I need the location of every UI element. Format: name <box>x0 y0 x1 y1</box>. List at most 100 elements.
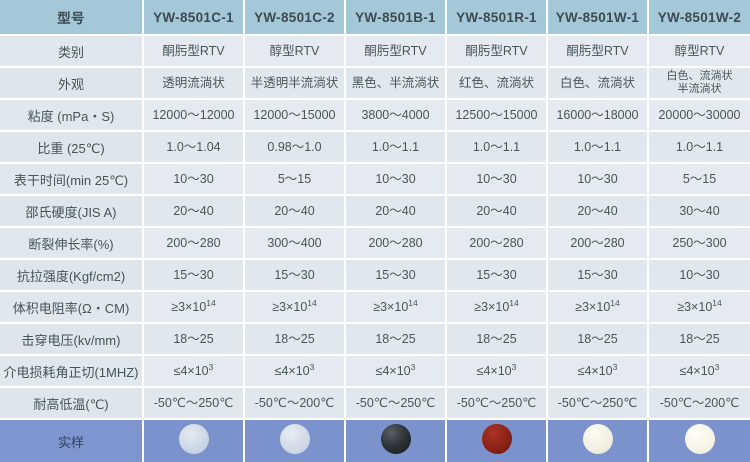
cell-value-exponent: 3 <box>511 361 517 372</box>
cell-value: 15～30 <box>346 260 447 292</box>
cell-value-text: ≤4×10 <box>476 363 512 378</box>
sample-swatch-transparent <box>178 423 209 454</box>
row-label: 抗拉强度(Kgf/cm2) <box>0 260 144 292</box>
cell-value: 15～30 <box>447 260 548 292</box>
cell-value-text: 300～400 <box>267 235 322 250</box>
cell-value-text: 10～30 <box>173 171 214 186</box>
cell-value: ≤4×103 <box>245 356 346 388</box>
header-row: 型号 YW-8501C-1 YW-8501C-2 YW-8501B-1 YW-8… <box>0 0 750 36</box>
cell-value-text: ≤4×10 <box>274 363 310 378</box>
sample-cell-2 <box>245 420 346 462</box>
cell-value: ≥3×1014 <box>649 292 750 324</box>
cell-value-text: 20～40 <box>173 203 214 218</box>
cell-value: 红色、流淌状 <box>447 68 548 100</box>
cell-value: -50℃～250℃ <box>548 388 649 420</box>
header-model-3: YW-8501B-1 <box>346 0 447 36</box>
cell-value-text: 1.0～1.04 <box>166 139 221 154</box>
table-row: 介电损耗角正切(1MHZ) ≤4×103 ≤4×103 ≤4×103 ≤4×103 ≤4×… <box>0 356 750 388</box>
cell-value-text: 200～280 <box>570 235 625 250</box>
cell-value: 酮肟型RTV <box>144 36 245 68</box>
cell-value: ≥3×1014 <box>144 292 245 324</box>
cell-value: ≤4×103 <box>144 356 245 388</box>
cell-value-text: -50℃～250℃ <box>557 395 638 410</box>
cell-value-exponent: 14 <box>206 297 216 308</box>
cell-value-exponent: 14 <box>610 297 620 308</box>
cell-value-text: ≥3×10 <box>575 299 611 314</box>
table-row: 体积电阻率(Ω・CM) ≥3×1014 ≥3×1014 ≥3×1014 ≥3×1014 ≥… <box>0 292 750 324</box>
cell-value: ≤4×103 <box>649 356 750 388</box>
cell-value: 15～30 <box>144 260 245 292</box>
cell-value-text: 200～280 <box>166 235 221 250</box>
cell-value-text: 200～280 <box>469 235 524 250</box>
row-label: 外观 <box>0 68 144 100</box>
cell-value-line: 白色、流淌状 <box>666 70 733 83</box>
table-body: 类别 酮肟型RTV 醇型RTV 酮肟型RTV 酮肟型RTV 酮肟型RTV 醇型RTV 外观 透明… <box>0 36 750 420</box>
cell-value-text: ≥3×10 <box>171 299 207 314</box>
row-label: 邵氏硬度(JIS A) <box>0 196 144 228</box>
cell-value: 1.0～1.1 <box>649 132 750 164</box>
cell-value: -50℃～250℃ <box>144 388 245 420</box>
cell-value-text: 1.0～1.1 <box>472 139 521 154</box>
cell-value: -50℃～250℃ <box>447 388 548 420</box>
header-model-1: YW-8501C-1 <box>144 0 245 36</box>
sample-swatch-white-2 <box>684 423 715 454</box>
cell-value: 18～25 <box>144 324 245 356</box>
cell-value-text: 18～25 <box>375 331 416 346</box>
table-row: 断裂伸长率(%) 200～280 300～400 200～280 200～280 200～… <box>0 228 750 260</box>
table-row: 耐高低温(℃) -50℃～250℃ -50℃～200℃ -50℃～250℃ -50℃～2… <box>0 388 750 420</box>
cell-value: 10～30 <box>548 164 649 196</box>
cell-value: 醇型RTV <box>245 36 346 68</box>
table-footer: 实样 <box>0 420 750 462</box>
cell-value-text: -50℃～250℃ <box>153 395 234 410</box>
cell-value-text: 醇型RTV <box>674 43 725 58</box>
cell-value-text: 10～30 <box>476 171 517 186</box>
cell-value-text: 红色、流淌状 <box>458 75 534 90</box>
cell-value: 酮肟型RTV <box>346 36 447 68</box>
cell-value: 20000～30000 <box>649 100 750 132</box>
cell-value: 1.0～1.1 <box>447 132 548 164</box>
table-row: 抗拉强度(Kgf/cm2) 15～30 15～30 15～30 15～30 15～30 10… <box>0 260 750 292</box>
cell-value: 透明流淌状 <box>144 68 245 100</box>
cell-value: ≥3×1014 <box>548 292 649 324</box>
cell-value-text: 酮肟型RTV <box>364 43 427 58</box>
cell-value: 200～280 <box>447 228 548 260</box>
header-model-6: YW-8501W-2 <box>649 0 750 36</box>
table-row: 外观 透明流淌状 半透明半流淌状 黑色、半流淌状 红色、流淌状 白色、流淌状 白色、流淌状半… <box>0 68 750 100</box>
cell-value: 10～30 <box>447 164 548 196</box>
cell-value-text: 18～25 <box>577 331 618 346</box>
cell-value: 白色、流淌状 半流淌状 <box>649 68 750 100</box>
cell-value: 18～25 <box>649 324 750 356</box>
cell-value: 0.98～1.0 <box>245 132 346 164</box>
cell-value: 18～25 <box>447 324 548 356</box>
row-label: 击穿电压(kv/mm) <box>0 324 144 356</box>
header-model-2: YW-8501C-2 <box>245 0 346 36</box>
row-label: 体积电阻率(Ω・CM) <box>0 292 144 324</box>
row-label: 比重 (25℃) <box>0 132 144 164</box>
cell-value-text: -50℃～250℃ <box>456 395 537 410</box>
cell-value: ≤4×103 <box>346 356 447 388</box>
cell-value-text: 15～30 <box>577 267 618 282</box>
cell-value: 半透明半流淌状 <box>245 68 346 100</box>
cell-value-text: ≤4×10 <box>375 363 411 378</box>
cell-value: 1.0～1.04 <box>144 132 245 164</box>
sample-row-label: 实样 <box>0 420 144 462</box>
table-header: 型号 YW-8501C-1 YW-8501C-2 YW-8501B-1 YW-8… <box>0 0 750 36</box>
cell-value: 200～280 <box>548 228 649 260</box>
table-row: 比重 (25℃) 1.0～1.04 0.98～1.0 1.0～1.1 1.0～1.1 1.… <box>0 132 750 164</box>
table-row: 类别 酮肟型RTV 醇型RTV 酮肟型RTV 酮肟型RTV 酮肟型RTV 醇型RTV <box>0 36 750 68</box>
cell-value-exponent: 14 <box>307 297 317 308</box>
table-row: 击穿电压(kv/mm) 18～25 18～25 18～25 18～25 18～25 18～2… <box>0 324 750 356</box>
cell-value-text: 12500～15000 <box>455 107 538 122</box>
cell-value: 10～30 <box>649 260 750 292</box>
sample-swatch-semi-transparent <box>279 423 310 454</box>
cell-value-text: 酮肟型RTV <box>465 43 528 58</box>
cell-value: ≥3×1014 <box>447 292 548 324</box>
cell-value-text: ≥3×10 <box>677 299 713 314</box>
cell-value-text: ≤4×10 <box>679 363 715 378</box>
cell-value: 12500～15000 <box>447 100 548 132</box>
cell-value-exponent: 14 <box>712 297 722 308</box>
cell-value-text: ≥3×10 <box>373 299 409 314</box>
cell-value-text: 1.0～1.1 <box>573 139 622 154</box>
row-label: 类别 <box>0 36 144 68</box>
